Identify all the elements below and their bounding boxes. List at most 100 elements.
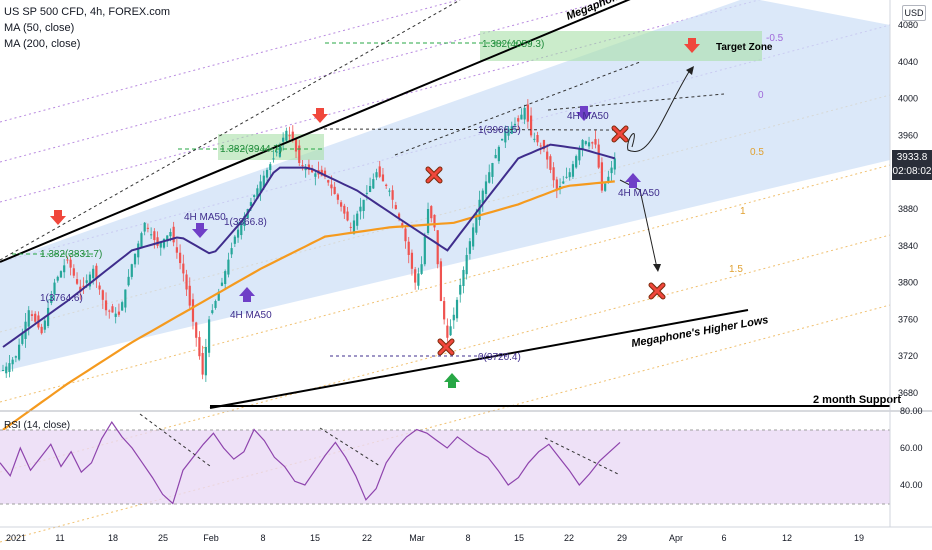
candle-body bbox=[159, 242, 162, 248]
rsi-band bbox=[0, 430, 890, 504]
candle-body bbox=[446, 325, 449, 338]
candle-body bbox=[501, 138, 504, 141]
candle-body bbox=[227, 259, 230, 275]
time-tick-label: 11 bbox=[55, 533, 64, 543]
candle-body bbox=[182, 263, 185, 274]
candle-body bbox=[43, 320, 46, 330]
time-tick-label: 8 bbox=[260, 533, 265, 543]
price-tick-label: 3720 bbox=[898, 351, 918, 361]
x-mark-icon bbox=[611, 125, 629, 143]
price-tick-label: 3800 bbox=[898, 278, 918, 288]
candle-body bbox=[82, 285, 85, 287]
candle-body bbox=[433, 214, 436, 228]
candle-body bbox=[533, 138, 536, 140]
candle-body bbox=[607, 176, 610, 182]
candle-body bbox=[11, 359, 14, 365]
candle-body bbox=[156, 237, 159, 246]
candle-body bbox=[278, 144, 282, 157]
candle-body bbox=[207, 319, 211, 353]
candle-body bbox=[414, 269, 417, 283]
ma50-legend[interactable]: MA (50, close) bbox=[4, 22, 75, 34]
candle-body bbox=[314, 173, 317, 177]
candle-body bbox=[179, 252, 182, 264]
candle-body bbox=[311, 168, 314, 173]
rsi-tick-label: 40.00 bbox=[900, 480, 923, 490]
candle-body bbox=[50, 295, 53, 303]
time-tick-label: 2021 bbox=[6, 533, 26, 543]
candle-body bbox=[30, 314, 34, 316]
candle-body bbox=[301, 165, 304, 167]
candle-body bbox=[285, 130, 288, 141]
candle-body bbox=[571, 164, 575, 177]
candle-body bbox=[610, 167, 613, 174]
rsi-label: RSI (14, close) bbox=[4, 420, 70, 431]
candle-body bbox=[253, 195, 256, 197]
candle-body bbox=[362, 199, 365, 211]
fib-1-jan-label: 1(3764.6) bbox=[40, 293, 83, 304]
currency-button[interactable]: USD bbox=[902, 5, 926, 21]
candle-body bbox=[562, 181, 565, 184]
up-arrow-icon bbox=[444, 373, 460, 388]
candle-body bbox=[172, 226, 175, 243]
candle-body bbox=[79, 286, 82, 292]
candle-body bbox=[307, 164, 310, 170]
candle-body bbox=[59, 271, 63, 278]
candle-body bbox=[214, 301, 217, 308]
candle-body bbox=[56, 276, 59, 281]
time-axis[interactable]: 2021 11 18 25 Feb 8 15 22 Mar 8 15 22 29 Apr 6 12 19 bbox=[6, 533, 864, 543]
price-tick-label: 3880 bbox=[898, 204, 918, 214]
candle-body bbox=[600, 162, 604, 191]
candle-body bbox=[404, 228, 407, 242]
candle-body bbox=[140, 233, 143, 249]
candle-body bbox=[513, 123, 517, 126]
candle-body bbox=[555, 179, 558, 191]
ma50-line bbox=[2, 143, 616, 348]
megaphone-higher-highs-line bbox=[0, 0, 631, 263]
down-arrow-icon bbox=[684, 38, 700, 53]
candle-body bbox=[66, 259, 69, 261]
down-arrow-icon bbox=[192, 223, 208, 238]
candle-body bbox=[98, 285, 101, 290]
candle-body bbox=[591, 142, 594, 144]
time-tick-label: 15 bbox=[310, 533, 320, 543]
candle-body bbox=[121, 302, 124, 311]
candle-body bbox=[288, 135, 291, 137]
ma50-label-2: 4H MA50 bbox=[230, 310, 272, 321]
candle-body bbox=[488, 172, 491, 183]
candle-body bbox=[365, 192, 368, 194]
fib-channel-line bbox=[0, 234, 891, 473]
candle-body bbox=[520, 114, 523, 120]
candle-body bbox=[391, 190, 394, 200]
candle-body bbox=[256, 188, 259, 199]
candle-body bbox=[372, 179, 375, 189]
candle-body bbox=[472, 227, 475, 247]
down-arrow-icon bbox=[50, 210, 66, 225]
candle-body bbox=[85, 280, 88, 283]
candle-body bbox=[275, 151, 278, 153]
ma200-legend[interactable]: MA (200, close) bbox=[4, 38, 81, 50]
support-label: 2 month Support bbox=[813, 394, 901, 406]
candle-body bbox=[323, 170, 327, 177]
candle-body bbox=[426, 209, 430, 233]
rsi-trend-3 bbox=[544, 437, 619, 475]
regression-channel bbox=[0, 0, 890, 372]
price-axis[interactable]: 3680372037603800384038803920396040004040… bbox=[898, 20, 918, 398]
candle-body bbox=[359, 206, 362, 212]
candle-body bbox=[597, 144, 600, 168]
symbol-title[interactable]: US SP 500 CFD, 4h, FOREX.com bbox=[4, 6, 171, 18]
rsi-axis[interactable]: 40.00 60.00 80.00 bbox=[900, 406, 923, 490]
candle-body bbox=[539, 145, 542, 147]
candle-body bbox=[462, 269, 465, 287]
candle-body bbox=[385, 184, 388, 186]
fib-1382-top-label: 1.382(4059.3) bbox=[482, 39, 544, 50]
candle-body bbox=[349, 226, 352, 228]
candle-body bbox=[536, 135, 539, 143]
candle-body bbox=[88, 274, 92, 287]
candle-body bbox=[397, 213, 401, 219]
candle-body bbox=[18, 344, 21, 360]
candle-body bbox=[243, 215, 246, 227]
candle-body bbox=[185, 274, 188, 290]
rsi-tick-label: 80.00 bbox=[900, 406, 923, 416]
candle-body bbox=[8, 363, 11, 372]
